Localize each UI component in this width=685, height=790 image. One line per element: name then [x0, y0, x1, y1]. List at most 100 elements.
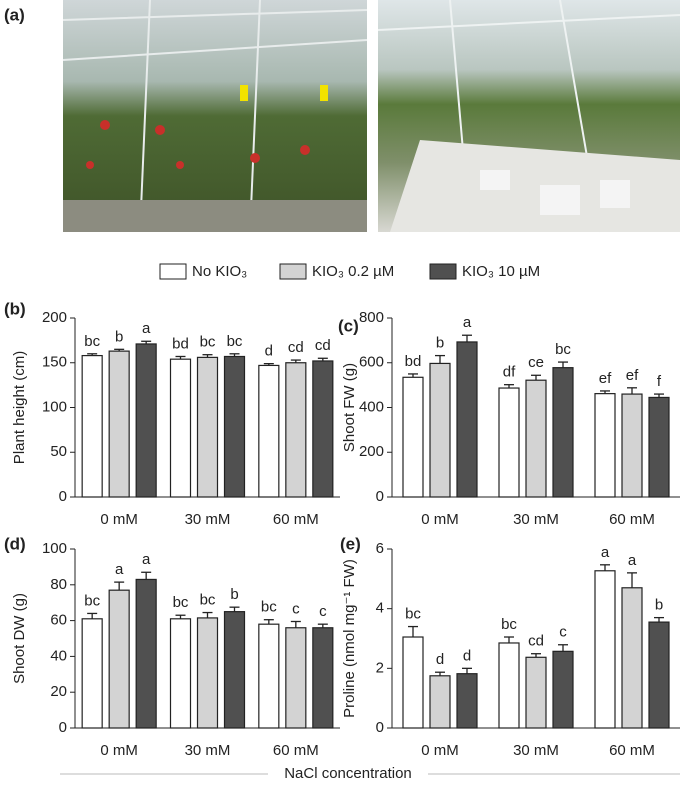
y-axis-label: Shoot FW (g) — [341, 363, 358, 452]
legend-label: KIO₃ 10 µM — [462, 263, 540, 280]
y-tick-label: 0 — [376, 719, 384, 736]
significance-letter: d — [463, 647, 471, 664]
x-tick-label: 60 mM — [609, 742, 655, 759]
bar — [169, 358, 192, 498]
significance-letter: c — [292, 600, 300, 617]
significance-letter: bc — [555, 341, 571, 358]
significance-letter: bc — [261, 599, 277, 616]
significance-letter: b — [655, 597, 663, 614]
bar — [285, 627, 307, 729]
bar — [223, 355, 246, 498]
legend-swatch — [279, 263, 307, 280]
x-axis-label: NaCl concentration — [284, 765, 412, 782]
x-tick-label: 0 mM — [100, 742, 138, 759]
significance-letter: a — [142, 551, 151, 568]
panel-label: (e) — [340, 534, 361, 553]
bar — [498, 387, 520, 498]
significance-letter: c — [559, 624, 567, 641]
bar — [648, 396, 670, 498]
y-tick-label: 400 — [359, 398, 384, 415]
bar — [525, 379, 547, 498]
bar — [196, 617, 219, 729]
y-tick-label: 60 — [50, 612, 67, 629]
significance-letter: bc — [405, 606, 421, 623]
bar — [135, 343, 157, 498]
significance-letter: bd — [172, 335, 189, 352]
significance-letter: bc — [84, 333, 100, 350]
significance-letter: ce — [528, 354, 544, 371]
x-tick-label: 0 mM — [421, 742, 459, 759]
significance-letter: bc — [173, 594, 189, 611]
y-tick-label: 100 — [42, 540, 67, 557]
bar — [169, 618, 192, 729]
significance-letter: a — [628, 552, 637, 569]
bar — [552, 650, 574, 729]
significance-letter: b — [230, 586, 238, 603]
significance-letter: ef — [599, 370, 612, 387]
bar — [81, 618, 103, 729]
panel-label: (d) — [4, 534, 26, 553]
x-tick-label: 0 mM — [100, 511, 138, 528]
bar — [312, 360, 334, 498]
significance-letter: c — [319, 603, 327, 620]
significance-letter: bd — [405, 353, 422, 370]
significance-letter: a — [463, 314, 472, 331]
y-tick-label: 0 — [59, 719, 67, 736]
y-tick-label: 50 — [50, 443, 67, 460]
bar — [429, 675, 451, 729]
significance-letter: b — [115, 328, 123, 345]
y-tick-label: 4 — [376, 600, 384, 617]
y-tick-label: 800 — [359, 309, 384, 326]
bar — [258, 364, 280, 498]
y-tick-label: 200 — [359, 443, 384, 460]
x-tick-label: 30 mM — [185, 742, 231, 759]
x-tick-label: 60 mM — [273, 742, 319, 759]
significance-letter: d — [265, 343, 273, 360]
bar — [402, 376, 424, 498]
panel-label: (c) — [338, 316, 359, 335]
significance-letter: cd — [288, 339, 304, 356]
significance-letter: f — [657, 373, 662, 390]
y-tick-label: 40 — [50, 647, 67, 664]
x-tick-label: 30 mM — [185, 511, 231, 528]
y-tick-label: 20 — [50, 683, 67, 700]
significance-letter: a — [142, 320, 151, 337]
bar — [312, 627, 334, 729]
significance-letter: bc — [227, 333, 243, 350]
panel-label: (b) — [4, 299, 26, 318]
y-tick-label: 0 — [59, 488, 67, 505]
y-tick-label: 0 — [376, 488, 384, 505]
bar — [81, 354, 103, 498]
significance-letter: bc — [200, 334, 216, 351]
bar — [648, 621, 670, 729]
y-axis-label: Shoot DW (g) — [11, 593, 28, 684]
significance-letter: b — [436, 335, 444, 352]
x-tick-label: 60 mM — [273, 511, 319, 528]
y-axis-label: Plant height (cm) — [11, 351, 28, 464]
y-tick-label: 100 — [42, 398, 67, 415]
bar — [456, 673, 478, 729]
bar — [223, 611, 246, 729]
bar — [456, 341, 478, 498]
significance-letter: bc — [501, 616, 517, 633]
bar — [525, 656, 547, 729]
y-tick-label: 6 — [376, 540, 384, 557]
legend-label: KIO₃ 0.2 µM — [312, 263, 394, 280]
significance-letter: a — [601, 544, 610, 561]
y-axis-label: Proline (nmol mg⁻¹ FW) — [341, 559, 358, 718]
x-tick-label: 30 mM — [513, 511, 559, 528]
significance-letter: bc — [84, 592, 100, 609]
y-tick-label: 80 — [50, 576, 67, 593]
y-tick-label: 2 — [376, 659, 384, 676]
bar — [552, 367, 574, 498]
significance-letter: a — [115, 561, 124, 578]
bar — [429, 362, 451, 498]
significance-letter: ef — [626, 367, 639, 384]
bar — [498, 642, 520, 729]
legend-label: No KIO₃ — [192, 263, 247, 280]
bar — [108, 589, 130, 729]
bar — [285, 362, 307, 498]
y-tick-label: 150 — [42, 354, 67, 371]
bar — [402, 636, 424, 729]
